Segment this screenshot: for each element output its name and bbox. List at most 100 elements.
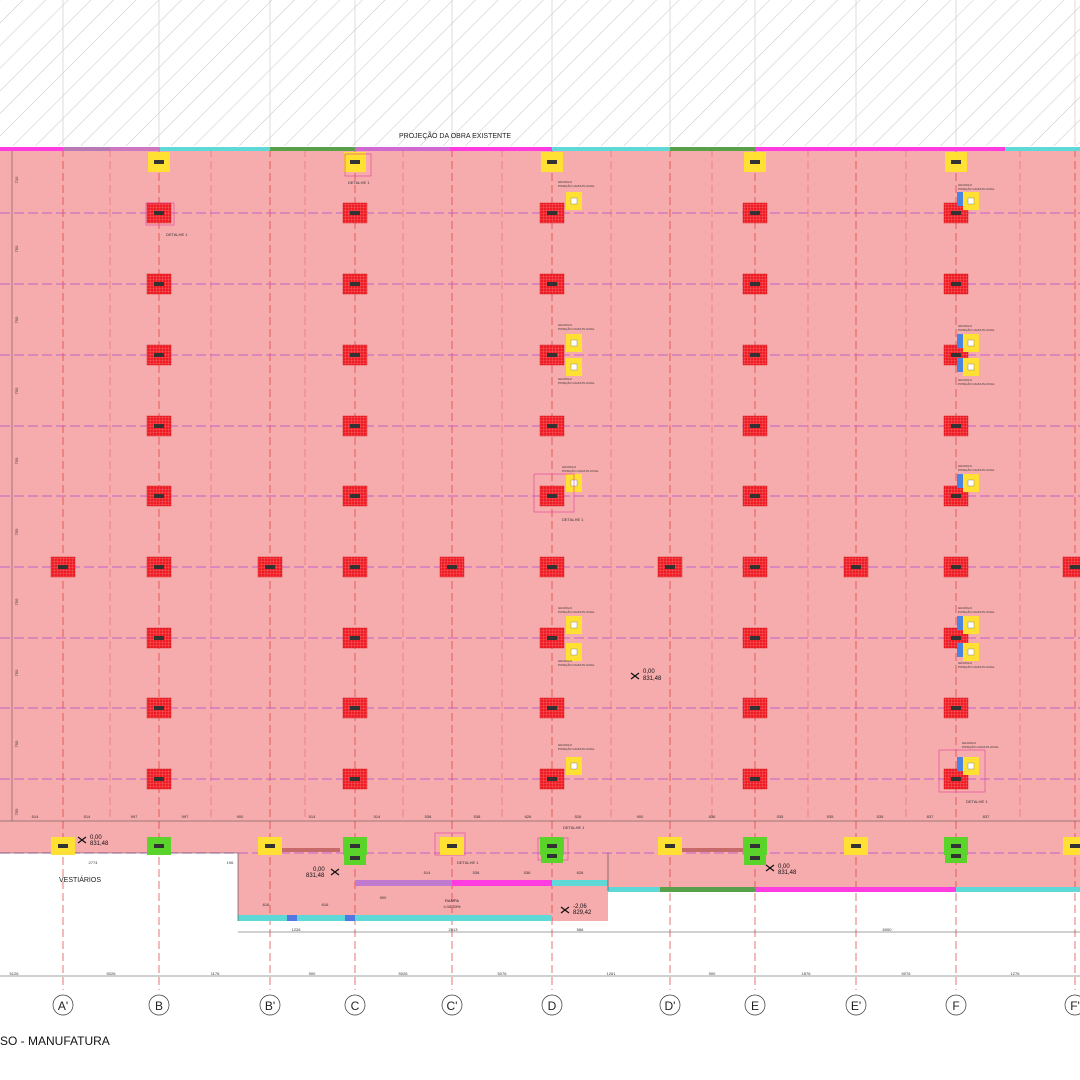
row-dim-label: 837 [983, 814, 990, 819]
drain-blue [957, 643, 965, 657]
column-core [547, 424, 557, 428]
ramp-band [355, 880, 452, 886]
bottom-dim-label: 5076 [902, 971, 912, 976]
note-text: GR-ROLO [958, 464, 973, 468]
column-core [951, 424, 961, 428]
note-text: POSIÇÃO CAIXA PLUVIAL [962, 744, 999, 749]
bottom-dim-label: 900 [709, 971, 716, 976]
wall-bands [0, 147, 1080, 921]
axis-label: C [351, 999, 360, 1013]
axis-label: E' [851, 999, 861, 1013]
detail-callout [533, 473, 575, 513]
column-core [265, 565, 275, 569]
dim-514: 514 [424, 870, 431, 875]
side-dim-label: 750 [14, 245, 19, 252]
detail-callout [145, 202, 175, 226]
column-core [851, 844, 861, 848]
column-core [750, 494, 760, 498]
svg-text:0,00: 0,00 [90, 835, 102, 841]
note-text: GR-ROLO [558, 180, 573, 184]
wall-band-top [0, 147, 63, 151]
column-core [750, 565, 760, 569]
note-text: POSIÇÃO CAIXA PLUVIAL [958, 186, 995, 191]
column-core [350, 565, 360, 569]
row-dim-label: 514 [374, 814, 381, 819]
axis-label: B' [265, 999, 275, 1013]
column-core [154, 160, 164, 164]
note-text: GR-ROLO [558, 606, 573, 610]
column-core [350, 636, 360, 640]
column-core [547, 565, 557, 569]
row-dim-label: 836 [709, 814, 716, 819]
column-core [1070, 844, 1080, 848]
column-core [665, 844, 675, 848]
note-text: POSIÇÃO CAIXA PLUVIAL [558, 609, 595, 614]
column-core [951, 844, 961, 848]
column-core [350, 494, 360, 498]
axis-bubble [1064, 994, 1080, 1016]
wall-band-lower [660, 887, 755, 892]
note-text: GR-ROLO [958, 183, 973, 187]
ramp-band [452, 880, 552, 886]
ramp-bottom-accent [345, 915, 355, 921]
wall-band-top [63, 147, 110, 151]
note-text: POSIÇÃO CAIXA PLUVIAL [558, 746, 595, 751]
column-core [447, 565, 457, 569]
detail-callout [938, 749, 986, 793]
side-dim-label: 750 [14, 598, 19, 605]
column-core [447, 844, 457, 848]
column-core [851, 565, 861, 569]
dim-900: 900 [380, 895, 387, 900]
drain-blue [957, 474, 965, 488]
column-core [547, 854, 557, 858]
row-dim-label: 514 [32, 814, 39, 819]
axis-bubbles: 710 750 750 750 750 750 750 750 750 750 514 514 997 9… [10, 176, 1080, 1016]
column-core [665, 565, 675, 569]
column-core [951, 777, 961, 781]
drain-blue [957, 192, 965, 206]
svg-text:-2,06: -2,06 [573, 904, 587, 910]
projection-label: PROJEÇÃO DA OBRA EXISTENTE [399, 131, 511, 140]
column-core [154, 494, 164, 498]
ramp-label: RAMPA [445, 898, 459, 903]
note-text: GR-ROLO [558, 377, 573, 381]
note-text: GR-ROLO [562, 465, 577, 469]
dim-2774: 2774 [89, 860, 99, 865]
column-core [547, 706, 557, 710]
column-core [951, 636, 961, 640]
column-core [547, 844, 557, 848]
row-dim-label: 900 [237, 814, 244, 819]
column-core [750, 844, 760, 848]
drain-icon [570, 621, 578, 629]
column-core [750, 353, 760, 357]
drain-icon [967, 648, 975, 656]
row-dim-label: 538 [474, 814, 481, 819]
svg-text:0,00: 0,00 [778, 864, 790, 870]
column-core [265, 844, 275, 848]
drain-icon [570, 762, 578, 770]
row-dim-label: 837 [927, 814, 934, 819]
column-core [154, 777, 164, 781]
axis-bubble [52, 994, 74, 1016]
side-dim-label: 750 [14, 528, 19, 535]
wall-band-top [1005, 147, 1080, 151]
row-dim-label: 997 [182, 814, 189, 819]
axis-bubble [259, 994, 281, 1016]
column-core [154, 353, 164, 357]
level-symbol [630, 672, 640, 680]
svg-text:831,48: 831,48 [778, 870, 797, 876]
column-core [750, 636, 760, 640]
axis-bubble [344, 994, 366, 1016]
wall-band-top [450, 147, 552, 151]
bottom-dim-label: 1876 [802, 971, 812, 976]
column-core [750, 424, 760, 428]
note-text: GR-ROLO [558, 743, 573, 747]
row-dim-label: 536 [425, 814, 432, 819]
drain-blue [957, 616, 965, 630]
wall-band-top [755, 147, 1005, 151]
row-dim-label: 535 [827, 814, 834, 819]
side-dim-label: 750 [14, 457, 19, 464]
column-core [154, 844, 164, 848]
